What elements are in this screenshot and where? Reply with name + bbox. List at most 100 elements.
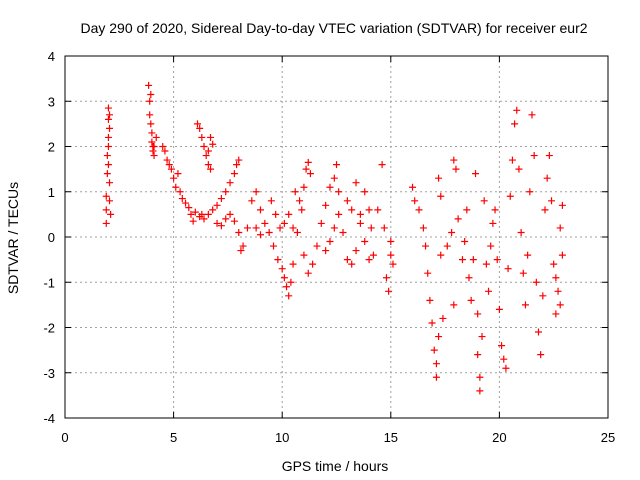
data-point: [452, 165, 460, 173]
data-point: [146, 111, 154, 119]
data-point: [230, 170, 238, 178]
data-point: [170, 174, 178, 182]
data-point: [172, 183, 180, 191]
data-point: [267, 197, 275, 205]
grid-lines: [65, 56, 608, 418]
data-point: [291, 188, 299, 196]
data-point: [432, 360, 440, 368]
data-point: [556, 301, 564, 309]
data-point: [147, 120, 155, 128]
data-point: [476, 373, 484, 381]
y-tick-label: -3: [43, 366, 55, 381]
data-point: [274, 256, 282, 264]
data-point: [289, 260, 297, 268]
data-point: [356, 219, 364, 227]
data-point: [524, 251, 532, 259]
y-axis-label: SDTVAR / TECUs: [5, 182, 21, 294]
data-point: [237, 247, 245, 255]
data-point: [387, 238, 395, 246]
data-point: [103, 170, 111, 178]
data-point: [387, 251, 395, 259]
data-point: [283, 283, 291, 291]
y-tick-label: -2: [43, 321, 55, 336]
data-point: [104, 104, 112, 112]
data-point: [426, 296, 434, 304]
data-point: [213, 201, 221, 209]
data-point: [378, 161, 386, 169]
data-point: [511, 120, 519, 128]
data-point: [213, 219, 221, 227]
data-point: [147, 90, 155, 98]
data-point: [343, 197, 351, 205]
data-point: [448, 228, 456, 236]
data-point: [348, 206, 356, 214]
x-tick-label: 5: [170, 430, 177, 445]
data-point: [200, 215, 208, 223]
data-point: [552, 274, 560, 282]
data-point: [193, 120, 201, 128]
data-point: [530, 152, 538, 160]
data-point: [182, 199, 190, 207]
data-point: [239, 242, 247, 250]
data-point: [280, 219, 288, 227]
data-point: [461, 238, 469, 246]
data-point: [270, 242, 278, 250]
data-point: [424, 269, 432, 277]
y-tick-label: -1: [43, 275, 55, 290]
data-point: [504, 265, 512, 273]
data-point: [435, 174, 443, 182]
data-point: [191, 208, 199, 216]
data-point: [508, 156, 516, 164]
data-point: [226, 179, 234, 187]
data-point: [517, 228, 525, 236]
data-point: [430, 346, 438, 354]
data-point: [500, 355, 508, 363]
data-point: [102, 219, 110, 227]
data-point: [293, 228, 301, 236]
data-point: [106, 179, 114, 187]
y-tick-label: -4: [43, 411, 55, 426]
data-point: [174, 170, 182, 178]
data-point: [515, 165, 523, 173]
data-point: [103, 152, 111, 160]
data-point: [493, 256, 501, 264]
y-tick-label: 4: [48, 49, 55, 64]
y-tick-label: 2: [48, 140, 55, 155]
data-point: [304, 158, 312, 166]
data-point: [306, 170, 314, 178]
data-point: [437, 192, 445, 200]
axis-ticks: 0 5 10 15 20 25 -4 -3 -2 -1 0 1 2 3 4: [43, 49, 615, 445]
data-point: [217, 195, 225, 203]
data-point: [106, 124, 114, 132]
data-point: [217, 222, 225, 230]
data-point: [152, 133, 160, 141]
y-tick-label: 1: [48, 185, 55, 200]
data-point: [104, 161, 112, 169]
data-point: [265, 228, 273, 236]
data-point: [474, 351, 482, 359]
data-point: [487, 242, 495, 250]
data-point: [202, 152, 210, 160]
data-point: [209, 206, 217, 214]
data-point: [167, 165, 175, 173]
data-point: [285, 210, 293, 218]
data-point: [454, 215, 462, 223]
data-points: [102, 81, 566, 395]
data-point: [554, 287, 562, 295]
data-point: [165, 161, 173, 169]
data-point: [443, 242, 451, 250]
data-point: [556, 224, 564, 232]
data-point: [278, 265, 286, 273]
data-point: [450, 301, 458, 309]
data-point: [148, 138, 156, 146]
data-point: [476, 387, 484, 395]
data-point: [209, 140, 217, 148]
data-point: [411, 197, 419, 205]
data-point: [185, 204, 193, 212]
data-point: [558, 201, 566, 209]
data-point: [528, 111, 536, 119]
data-point: [256, 206, 264, 214]
data-point: [189, 217, 197, 225]
data-point: [552, 310, 560, 318]
data-point: [285, 292, 293, 300]
